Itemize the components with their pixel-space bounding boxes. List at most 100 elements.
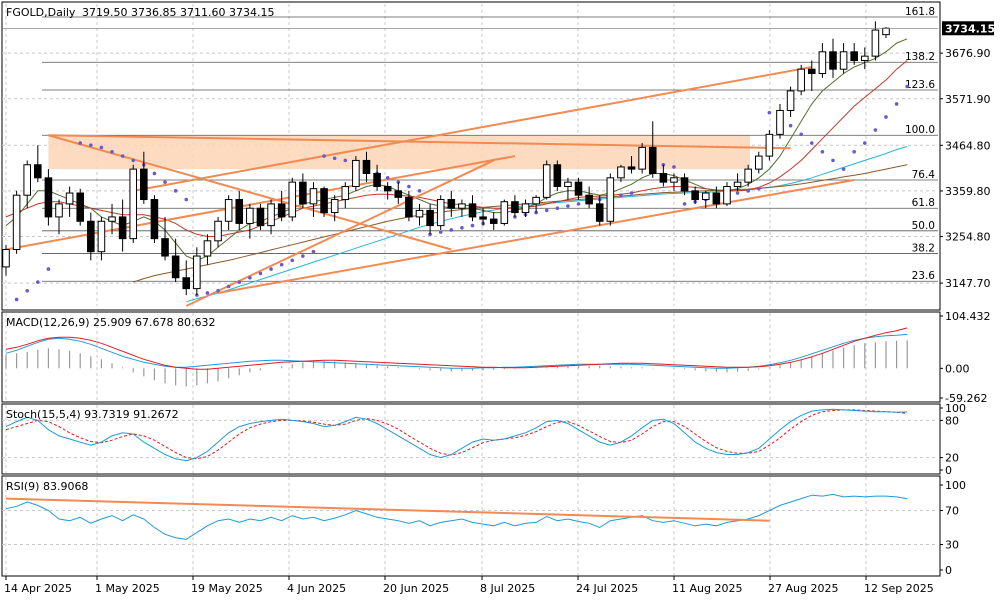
psar-dot-12 [131, 158, 136, 163]
candle-body-7 [76, 192, 85, 222]
fib-level-label-4: 76.4 [912, 169, 936, 181]
psar-dot-30 [322, 154, 326, 158]
candle-body-19 [203, 240, 212, 257]
candle-body-67 [712, 192, 721, 205]
candle-body-2 [23, 164, 31, 196]
psar-dot-69 [735, 191, 740, 195]
psar-dot-20 [216, 288, 220, 293]
macd-panel[interactable]: 104.432 0.00 -59.262 MACD(12,26,9) 25.909 … [1, 310, 991, 405]
rsi-title: RSI(9) 83.9068 [6, 480, 88, 493]
candle-body-42 [447, 199, 456, 209]
time-label-2: 19 May 2025 [191, 582, 263, 595]
stochastic-title: Stoch(15,5,4) 93.7319 91.2672 [6, 408, 179, 421]
psar-dot-2 [25, 288, 30, 293]
candle-body-77 [818, 51, 827, 75]
psar-dot-4 [46, 267, 51, 271]
candle-body-70 [744, 168, 752, 183]
candle-body-13 [140, 168, 148, 201]
candle-body-54 [574, 181, 583, 196]
candle-body-46 [489, 218, 498, 224]
stoch-signal-line [5, 409, 908, 460]
time-label-3: 4 Jun 2025 [287, 582, 346, 595]
time-label-9: 12 Sep 2025 [864, 582, 934, 595]
rsi-tick-label-1: 70 [945, 505, 959, 518]
fib-level-label-2: 123.6 [905, 79, 935, 91]
candle-body-12 [129, 168, 138, 240]
ohlc-values: 3719.50 3736.85 3711.60 3734.15 [82, 6, 274, 19]
psar-dot-77 [820, 149, 825, 154]
candle-body-69 [733, 181, 742, 188]
candle-body-68 [723, 186, 731, 205]
candle-body-17 [182, 277, 191, 290]
psar-dot-38 [407, 184, 411, 189]
candle-body-29 [309, 188, 318, 205]
rsi-tick-label-2: 30 [945, 539, 959, 552]
rsi-panel[interactable]: 100 70 30 0 RSI(9) 83.9068 [1, 475, 966, 577]
time-label-5: 8 Jul 2025 [480, 582, 535, 595]
candle-body-32 [341, 186, 350, 201]
candle-body-40 [426, 209, 434, 227]
candle-body-72 [765, 133, 774, 157]
psar-dot-26 [279, 262, 284, 267]
trendline-5 [133, 66, 812, 192]
candle-body-8 [87, 220, 95, 253]
candle-body-4 [44, 177, 53, 218]
candle-body-39 [415, 209, 424, 218]
stochastic-panel-border [1, 403, 941, 475]
psar-dot-78 [831, 158, 835, 163]
psar-dot-51 [544, 208, 549, 213]
price-tick-label-5: 3147.70 [945, 277, 991, 290]
stochastic-grid [2, 405, 938, 473]
candle-body-56 [595, 203, 604, 222]
candle-body-43 [458, 203, 466, 209]
price-tick-label-2: 3464.80 [945, 139, 991, 152]
candle-body-60 [638, 146, 646, 170]
candle-body-14 [150, 199, 159, 240]
candle-body-3 [34, 164, 42, 179]
psar-dot-54 [576, 202, 581, 206]
candle-body-22 [235, 199, 244, 224]
price-axis: 3676.90 3571.90 3464.80 3359.80 3254.80 3147.… [2, 27, 991, 290]
time-label-7: 11 Aug 2025 [672, 582, 742, 595]
psar-dot-22 [237, 280, 242, 284]
rsi-tick-label-3: 0 [945, 564, 952, 577]
candle-body-57 [606, 177, 615, 222]
trendline-1 [48, 134, 452, 251]
candle-body-61 [648, 146, 657, 174]
trendline-2 [48, 134, 791, 150]
psar-dot-81 [862, 141, 867, 145]
candle-body-71 [754, 155, 763, 170]
candle-body-76 [807, 68, 816, 75]
price-tick-label-0: 3676.90 [945, 47, 991, 60]
psar-dot-59 [629, 191, 634, 195]
psar-dot-71 [756, 186, 761, 191]
stoch-main-line [5, 408, 908, 462]
candle-body-16 [171, 255, 180, 279]
candle-body-26 [277, 203, 286, 218]
psar-dot-63 [672, 165, 676, 169]
psar-dot-29 [311, 249, 316, 254]
psar-dot-21 [226, 284, 231, 289]
psar-dot-14 [152, 171, 157, 176]
candle-body-9 [97, 220, 106, 253]
candle-body-82 [871, 29, 880, 57]
time-label-6: 24 Jul 2025 [576, 582, 638, 595]
candle-body-36 [383, 186, 392, 192]
candle-body-80 [850, 51, 858, 61]
price-panel[interactable]: 161.8 138.2 123.6 100.0 76.4 61.8 50.0 38.2 23.6… [1, 1, 995, 311]
psar-dot-32 [343, 158, 348, 163]
candle-body-78 [829, 51, 837, 70]
fib-level-label-5: 61.8 [912, 197, 935, 209]
moving-averages [5, 38, 908, 303]
price-panel-border [1, 1, 941, 311]
candle-body-66 [701, 192, 710, 201]
psar-dot-64 [682, 202, 687, 206]
candle-body-79 [839, 51, 848, 70]
macd-grid [5, 313, 867, 401]
candle-body-59 [627, 166, 636, 170]
psar-dot-18 [195, 293, 199, 297]
